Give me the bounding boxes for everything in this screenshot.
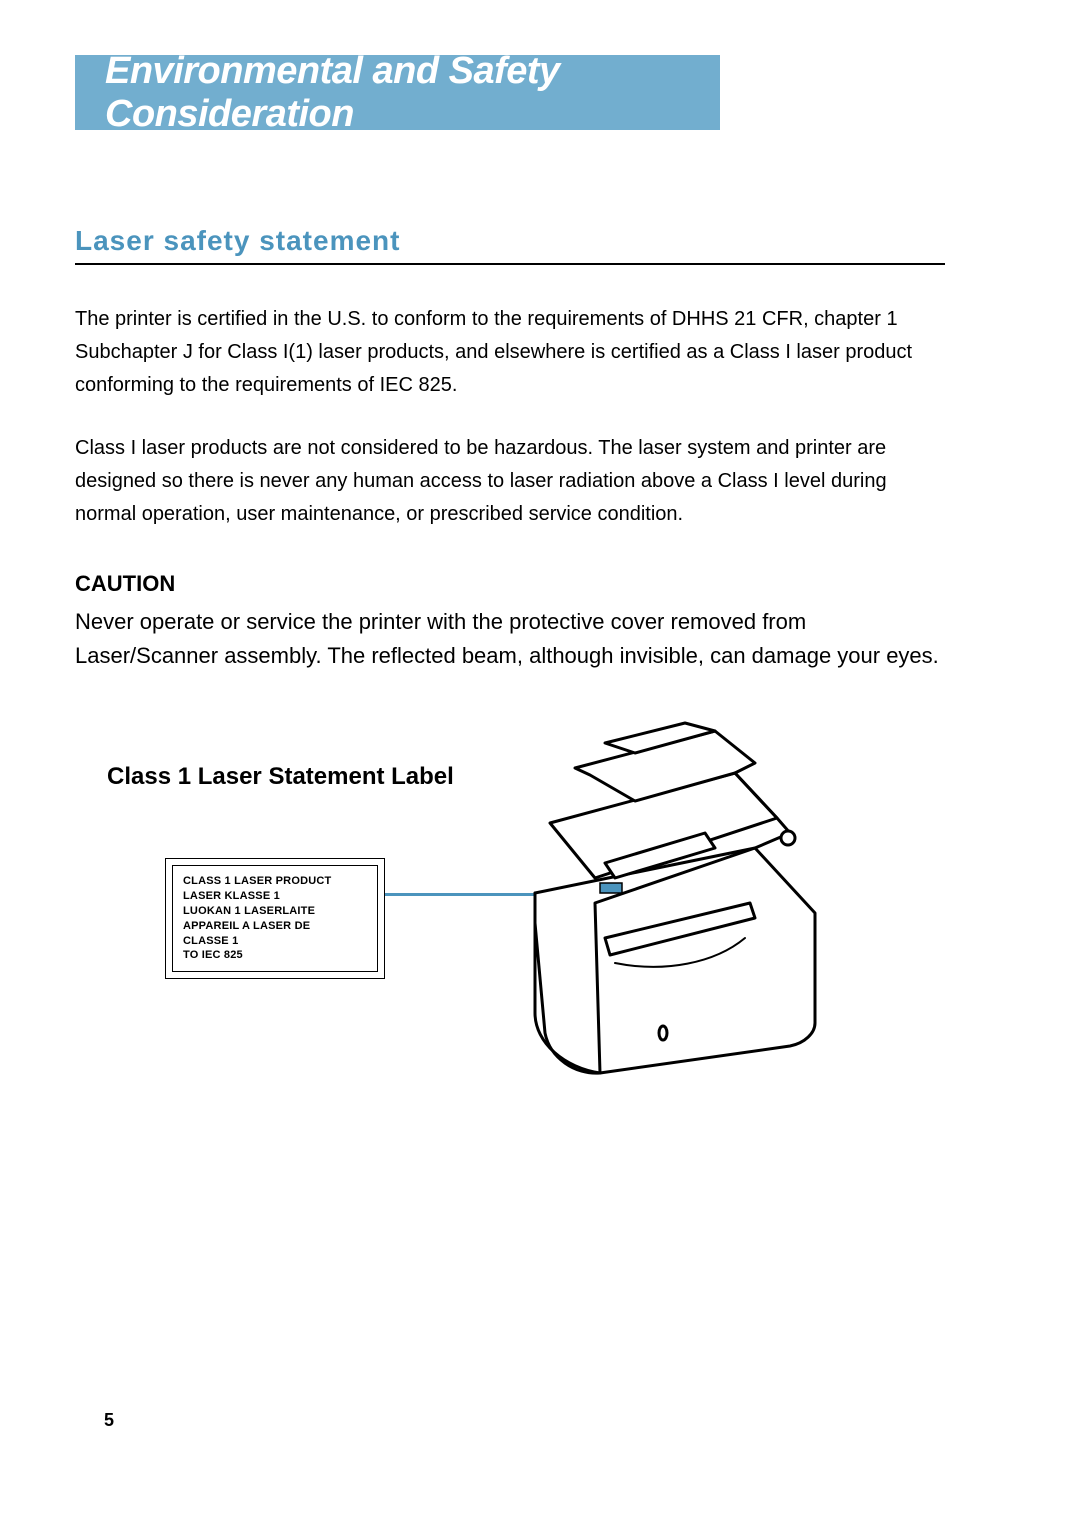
label-line-3: LUOKAN 1 LASERLAITE [183, 904, 367, 919]
label-line-5: CLASSE 1 [183, 934, 367, 949]
label-line-1: CLASS 1 LASER PRODUCT [183, 874, 367, 889]
laser-label-inner: CLASS 1 LASER PRODUCT LASER KLASSE 1 LUO… [172, 865, 378, 972]
printer-diagram [455, 713, 855, 1078]
page-banner: Environmental and Safety Consideration [75, 55, 720, 130]
laser-label-box: CLASS 1 LASER PRODUCT LASER KLASSE 1 LUO… [165, 858, 385, 979]
figure-title: Class 1 Laser Statement Label [107, 763, 454, 791]
caution-body: Never operate or service the printer wit… [75, 605, 945, 673]
figure-area: Class 1 Laser Statement Label CLASS 1 LA… [75, 743, 945, 1123]
banner-title: Environmental and Safety Consideration [105, 50, 720, 136]
section-heading: Laser safety statement [75, 225, 945, 265]
label-line-4: APPAREIL A LASER DE [183, 919, 367, 934]
caution-heading: CAUTION [75, 571, 945, 597]
page-number: 5 [104, 1410, 114, 1431]
label-line-6: TO IEC 825 [183, 948, 367, 963]
paragraph-1: The printer is certified in the U.S. to … [75, 303, 945, 402]
content-area: Laser safety statement The printer is ce… [75, 225, 945, 1123]
label-line-2: LASER KLASSE 1 [183, 889, 367, 904]
paragraph-2: Class I laser products are not considere… [75, 432, 945, 531]
